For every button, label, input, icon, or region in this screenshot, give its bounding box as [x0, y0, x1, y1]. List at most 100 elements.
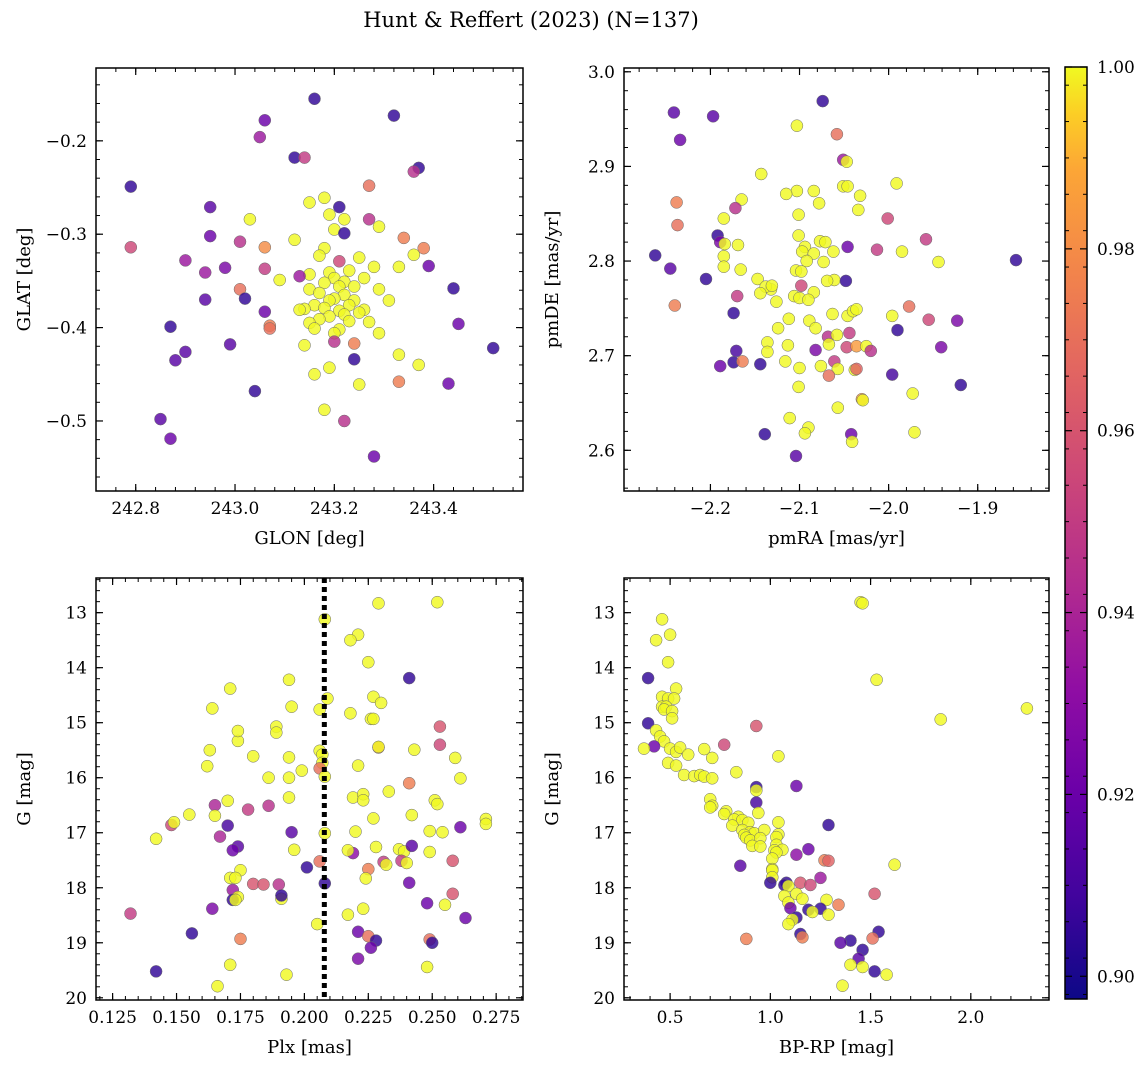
data-point — [231, 724, 245, 738]
x-tick-label: 2.0 — [957, 1008, 984, 1028]
data-point — [880, 968, 893, 981]
data-point — [203, 200, 217, 214]
y-tick-label: 19 — [593, 934, 615, 954]
data-point — [338, 414, 351, 428]
data-point — [367, 712, 380, 726]
axes-frame — [623, 577, 1050, 1001]
y-tick-label: 16 — [593, 769, 615, 789]
data-point — [124, 241, 138, 254]
data-point — [822, 818, 835, 832]
data-point — [285, 825, 298, 839]
y-axis-label: G [mag] — [542, 752, 563, 825]
data-point — [758, 427, 772, 441]
data-point — [347, 353, 361, 366]
data-point — [243, 213, 257, 226]
data-point — [795, 265, 808, 278]
data-point — [934, 713, 947, 726]
data-point — [446, 887, 459, 901]
data-point — [814, 359, 828, 373]
data-point — [841, 240, 854, 254]
data-point — [402, 671, 416, 685]
data-point — [282, 751, 296, 764]
data-point — [699, 272, 713, 286]
data-point — [338, 227, 351, 240]
data-point — [830, 328, 844, 342]
data-point — [218, 261, 232, 275]
y-axis-label: G [mag] — [14, 752, 35, 825]
y-tick-label: 2.6 — [588, 441, 615, 461]
data-point — [717, 212, 731, 225]
data-point — [790, 184, 804, 198]
x-tick-label: 0.225 — [344, 1008, 393, 1028]
data-point — [400, 856, 413, 870]
data-point — [796, 892, 809, 906]
data-point — [665, 712, 679, 725]
colorbar-gradient — [1064, 66, 1088, 1000]
x-axis-label: Plx [mas] — [267, 1037, 352, 1058]
data-point — [850, 362, 863, 376]
data-point — [313, 286, 326, 300]
data-point — [932, 255, 945, 269]
panel-plx-g: 0.125 0.150 0.175 0.200 0.225 0.250 0.275 13 14 1… — [14, 577, 524, 1058]
data-point — [754, 840, 767, 853]
data-point — [814, 871, 827, 885]
data-point — [357, 271, 371, 285]
data-point — [839, 274, 853, 288]
data-point — [223, 338, 237, 351]
data-point — [417, 241, 430, 255]
data-point — [318, 276, 331, 290]
data-point — [372, 597, 385, 610]
data-point — [372, 326, 386, 340]
data-point — [308, 92, 321, 106]
data-point — [448, 751, 462, 765]
data-point — [754, 286, 767, 300]
data-point — [258, 241, 272, 254]
data-point — [362, 213, 376, 226]
data-point — [407, 165, 421, 178]
data-point — [817, 255, 830, 269]
data-point — [1020, 702, 1034, 715]
data-point — [124, 180, 138, 193]
data-point — [895, 245, 909, 258]
data-point — [203, 229, 217, 243]
data-point — [258, 114, 272, 127]
data-point — [447, 282, 460, 295]
data-point — [300, 861, 314, 874]
data-point — [298, 151, 311, 164]
y-tick-label: 14 — [593, 659, 615, 679]
data-point — [816, 94, 829, 108]
data-point — [730, 344, 743, 358]
data-point — [282, 673, 296, 687]
x-tick-label: 0.5 — [657, 1008, 684, 1028]
x-tick-label: 242.8 — [111, 499, 160, 519]
data-point — [885, 309, 899, 323]
colorbar-tick-label: 0.90 — [1097, 967, 1135, 987]
x-tick-label: −2.1 — [779, 499, 820, 519]
data-point — [349, 825, 362, 838]
data-point — [807, 184, 821, 198]
data-point — [881, 212, 894, 225]
data-point — [781, 339, 795, 352]
data-point — [423, 845, 436, 859]
y-tick-label: 20 — [65, 989, 87, 1009]
data-point — [273, 273, 286, 287]
data-point — [408, 743, 421, 756]
data-point — [262, 799, 275, 813]
y-tick-label: −0.4 — [46, 319, 87, 339]
data-point — [392, 375, 406, 388]
points — [637, 595, 1034, 992]
data-point — [198, 293, 212, 306]
data-point — [164, 320, 177, 333]
colorbar-tick-label: 1.00 — [1097, 58, 1135, 78]
data-point — [454, 820, 467, 834]
data-point — [792, 208, 805, 221]
data-point — [822, 854, 835, 868]
data-point — [856, 597, 869, 610]
data-point — [922, 313, 935, 326]
y-tick-label: 15 — [593, 714, 615, 734]
data-point — [819, 235, 832, 249]
data-point — [149, 832, 163, 846]
data-point — [809, 343, 822, 357]
data-point — [442, 377, 455, 390]
data-point — [870, 243, 884, 256]
